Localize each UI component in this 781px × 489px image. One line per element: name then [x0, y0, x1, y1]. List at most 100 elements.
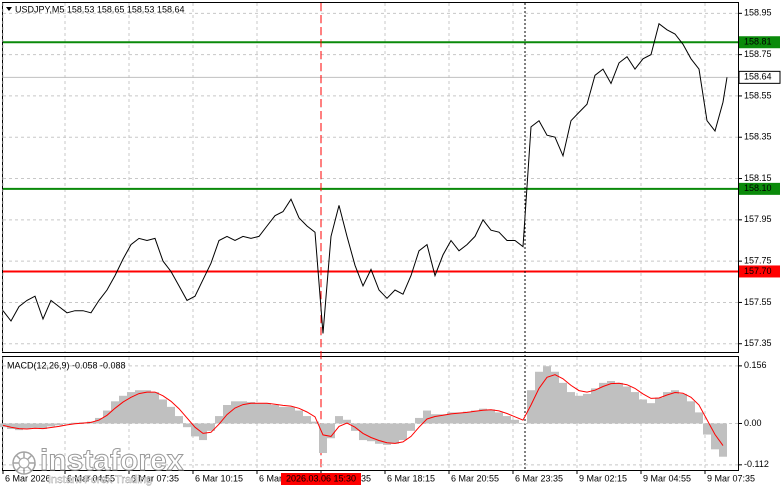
histogram-bar — [359, 423, 367, 441]
plot-layer: 157.35 157.55 157.75 157.95 158.15 158.35 158.… — [0, 3, 781, 485]
last-price-label: 158.64 — [744, 72, 772, 82]
histogram-bar — [31, 423, 39, 428]
histogram-bar — [639, 399, 647, 424]
histogram-bar — [191, 423, 199, 437]
y-tick-label: 157.55 — [744, 297, 772, 307]
histogram-bar — [207, 423, 215, 431]
cursor-label-box — [281, 473, 361, 485]
x-tick-label: 9 Mar 07:35 — [707, 473, 755, 483]
histogram-bar — [335, 416, 343, 424]
histogram-bar — [543, 366, 551, 424]
histogram-bar — [431, 414, 439, 424]
histogram-bar — [367, 423, 375, 442]
x-tick-label: 9 Mar 04:55 — [643, 473, 691, 483]
last-price-box — [738, 70, 781, 84]
histogram-bar — [663, 392, 671, 424]
histogram-bar — [383, 423, 391, 445]
menu-icon — [6, 7, 12, 11]
histogram-bar — [303, 416, 311, 424]
histogram-bar — [583, 393, 591, 424]
macd-title: MACD(12,26,9) -0.058 -0.088 — [7, 360, 126, 370]
histogram-bar — [407, 423, 415, 431]
histogram-bar — [575, 395, 583, 424]
histogram-bar — [495, 412, 503, 424]
watermark-brand: instaforex — [40, 444, 184, 477]
histogram-bar — [231, 401, 239, 424]
histogram-bar — [103, 410, 111, 424]
x-tick-label: 6 Mar 10:15 — [195, 473, 243, 483]
y-tick-label: 158.55 — [744, 90, 772, 100]
histogram-bar — [471, 410, 479, 424]
histogram-bar — [271, 405, 279, 424]
histogram-bar — [391, 423, 399, 444]
histogram-bar — [439, 414, 447, 424]
histogram-bar — [511, 419, 519, 424]
histogram-bar — [423, 410, 431, 424]
histogram-bar — [463, 411, 471, 424]
histogram-bar — [631, 392, 639, 424]
histogram-bar — [23, 423, 31, 430]
x-tick-label: 6 Mar 07:35 — [131, 473, 179, 483]
chart-title: USDJPY,M5 158.53 158.65 158.53 158.64 — [15, 4, 184, 14]
histogram-bar — [287, 406, 295, 424]
y-tick-label: 0.156 — [744, 360, 767, 370]
histogram-bar — [687, 401, 695, 424]
histogram-bar — [607, 381, 615, 424]
histogram-bar — [327, 423, 335, 439]
histogram-bar — [711, 423, 719, 450]
histogram-bar — [279, 406, 287, 424]
histogram-bar — [719, 423, 727, 457]
x-tick-label: 6 Mar 20:55 — [451, 473, 499, 483]
y-tick-label: 0.00 — [744, 418, 762, 428]
histogram-bar — [167, 406, 175, 424]
x-tick-label: 6 Mar 23:35 — [515, 473, 563, 483]
level-label-box — [739, 182, 780, 195]
y-tick-label: 157.95 — [744, 214, 772, 224]
histogram-bar — [415, 417, 423, 424]
histogram-bar — [215, 416, 223, 424]
price-line — [2, 22, 728, 334]
histogram-bar — [343, 419, 351, 424]
histogram-bar — [559, 382, 567, 424]
histogram-bar — [47, 423, 55, 427]
histogram-bar — [319, 423, 327, 454]
histogram-bar — [503, 416, 511, 424]
histogram-bar — [159, 399, 167, 424]
x-tick-label: 6 Mar 04:55 — [67, 473, 115, 483]
histogram-bar — [71, 422, 79, 424]
level-label: 157.70 — [744, 266, 772, 276]
histogram-bar — [63, 423, 71, 424]
histogram-bar — [551, 371, 559, 424]
histogram-bar — [263, 403, 271, 424]
x-tick-label: 6 Mar 2026 — [5, 473, 51, 483]
level-label: 158.81 — [744, 37, 772, 47]
histogram-bar — [127, 392, 135, 424]
histogram-bar — [375, 423, 383, 444]
signal-line — [2, 374, 724, 446]
histogram-bar — [175, 416, 183, 424]
histogram-bar — [527, 390, 535, 424]
histogram-bar — [311, 421, 319, 424]
histogram-bar — [679, 393, 687, 424]
histogram-bar — [55, 423, 63, 426]
histogram-bar — [399, 423, 407, 441]
level-label-box — [739, 36, 780, 49]
level-label-box — [739, 265, 780, 278]
histogram-bar — [519, 423, 527, 424]
histogram-bar — [135, 390, 143, 424]
y-tick-label: 158.15 — [744, 173, 772, 183]
y-tick-label: 158.75 — [744, 49, 772, 59]
histogram-bar — [95, 417, 103, 424]
histogram-bar — [479, 408, 487, 424]
y-tick-label: -0.112 — [744, 459, 769, 469]
level-label: 158.10 — [744, 183, 772, 193]
histogram-bar — [247, 402, 255, 424]
histogram-bar — [535, 371, 543, 424]
histogram-bar — [599, 382, 607, 424]
watermark-logo — [12, 451, 36, 475]
histogram-bar — [703, 423, 711, 435]
x-tick-label: 9 Mar 02:15 — [579, 473, 627, 483]
histogram-bar — [239, 401, 247, 424]
histogram-bar — [151, 392, 159, 424]
